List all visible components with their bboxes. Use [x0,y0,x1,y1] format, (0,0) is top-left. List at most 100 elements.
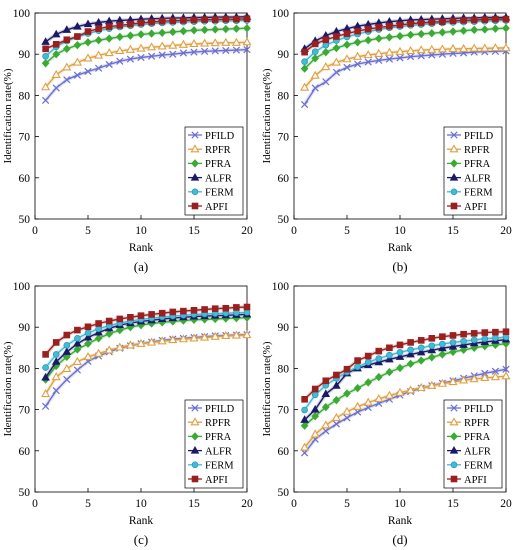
data-point [469,43,479,52]
data-point [427,44,437,53]
data-point [384,390,394,399]
series-halo [302,48,507,106]
data-point [364,378,373,387]
data-point [311,412,320,421]
data-point [51,69,61,78]
legend-label: ALFR [464,173,491,184]
data-point [190,26,198,35]
data-point [41,37,50,45]
data-point [501,371,511,380]
x-tick-label: 5 [344,225,350,237]
data-point [222,304,230,312]
data-point [459,43,469,52]
data-point [42,364,49,371]
data-point [158,28,167,37]
data-point [353,401,363,410]
data-point [105,34,114,43]
data-point [179,49,188,57]
data-point [137,19,145,27]
data-point [343,63,351,72]
legend-box [184,126,244,216]
legend: PFILD RPFR PFRA ALFR FERM APFI [184,126,244,216]
y-tick-label: 70 [278,405,290,417]
data-point [190,417,200,426]
data-point [231,330,241,339]
data-point [83,19,93,28]
chart-panel: 50 60 70 80 90 100 0 5 10 15 20 Rank Identification … [2,281,253,547]
data-point [396,31,404,41]
data-point [416,347,426,356]
data-point [84,28,92,35]
data-point [62,25,72,33]
data-point [115,45,125,55]
data-point [52,41,60,48]
data-point [126,55,135,63]
data-point [191,432,199,441]
chart-panel: 50 60 70 80 90 100 0 5 10 15 20 Rank Identification … [261,281,512,547]
data-point [407,346,414,354]
data-point [243,24,251,33]
data-point [211,47,219,55]
y-tick-label: 90 [19,322,31,334]
data-point [169,17,177,25]
data-point [459,26,468,35]
data-point [95,320,102,327]
data-point [190,445,200,454]
data-point [73,40,82,50]
x-tick-label: 20 [500,225,512,237]
data-point [364,58,372,66]
data-point [481,329,489,336]
data-point [406,30,415,40]
data-point [148,311,155,318]
x-tick-label: 0 [32,498,38,510]
x-tick-label: 20 [500,498,512,510]
data-point [470,336,478,344]
data-point [200,332,210,341]
data-point [73,366,82,374]
data-point [190,48,198,56]
series-alfr [41,309,252,381]
data-point [52,84,60,92]
data-point [104,345,114,354]
data-point [83,332,93,341]
data-point [406,45,416,55]
data-point [52,339,60,346]
data-point [449,339,457,346]
data-point [232,24,241,33]
x-tick-label: 5 [344,498,350,510]
data-point [332,420,341,428]
data-point [105,60,113,69]
data-point [333,371,340,379]
data-point [396,349,404,356]
data-point [343,389,351,398]
data-point [396,363,404,373]
data-point [448,43,458,52]
data-point [178,39,188,48]
data-point [374,34,383,43]
data-point [396,54,404,62]
data-point [73,345,82,354]
data-point [311,84,319,92]
data-point [450,432,458,441]
data-point [158,17,166,25]
data-point [301,406,308,414]
data-point [125,44,135,53]
data-point [158,51,166,59]
data-point [168,27,177,37]
data-point [137,53,145,62]
series-pfra [41,24,251,68]
legend-label: PFILD [464,131,494,142]
data-point [157,336,167,345]
data-point [147,29,156,38]
data-point [437,44,447,53]
data-point [427,345,437,354]
data-point [481,16,489,23]
data-point [211,16,219,23]
data-point [221,24,230,34]
data-point [333,33,340,40]
data-point [94,64,103,72]
data-point [243,303,251,311]
data-point [450,475,458,483]
data-point [62,44,71,54]
data-point [210,331,220,340]
